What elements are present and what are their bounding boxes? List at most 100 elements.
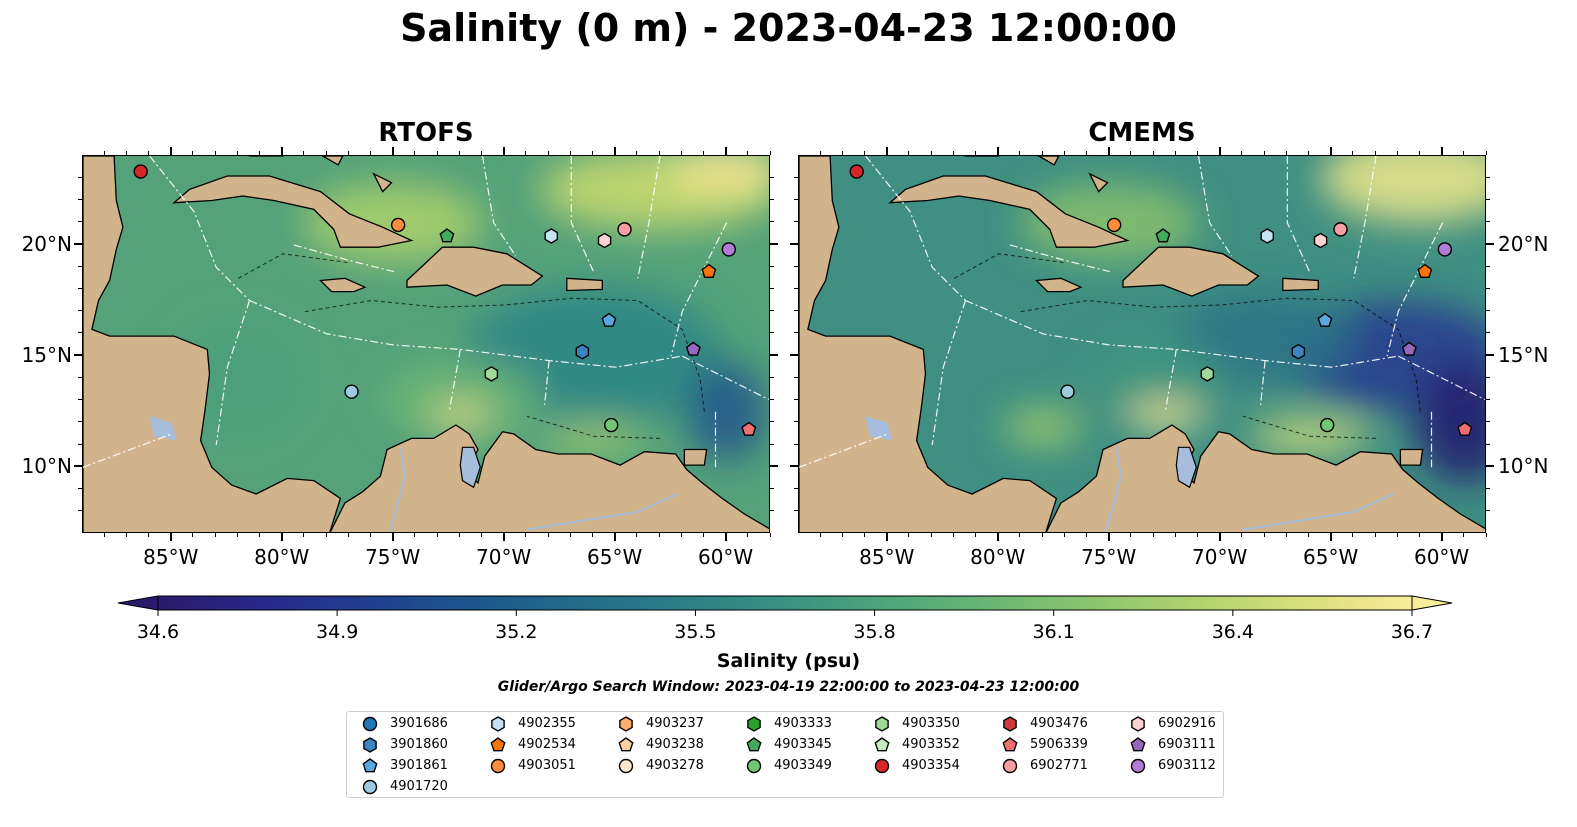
lon-minor-tick (370, 533, 372, 537)
circle-marker-icon (618, 758, 634, 773)
lon-tick-mark-top (724, 147, 727, 155)
legend-label: 4902534 (518, 737, 576, 752)
float-marker-4902355 (1260, 228, 1274, 244)
float-marker-4902534 (1417, 263, 1433, 279)
pentagon-marker-icon (746, 736, 762, 751)
lat-minor-tick-right (770, 198, 774, 200)
lon-minor-tick-top (303, 151, 305, 155)
lon-minor-tick-top (1041, 151, 1043, 155)
figure-title: Salinity (0 m) - 2023-04-23 12:00:00 (400, 6, 1177, 50)
legend-marker-4903051 (490, 758, 506, 773)
depth-contour (238, 253, 350, 279)
salinity-blob (666, 156, 769, 195)
float-marker-4902355 (544, 228, 558, 244)
lat-minor-tick (794, 310, 798, 312)
float-marker-4903354 (849, 164, 864, 179)
legend-label: 5906339 (1030, 737, 1088, 752)
legend-item: 4901720 (361, 776, 448, 797)
lon-minor-tick (1174, 533, 1176, 537)
colorbar-tick-label: 36.1 (1032, 621, 1075, 643)
land-south-america (329, 424, 769, 532)
lon-minor-tick-top (547, 151, 549, 155)
float-legend: 3901686 3901860 3901861 4901720 4902355 49025… (346, 711, 1224, 798)
lat-minor-tick (78, 421, 82, 423)
lon-minor-tick-top (148, 151, 150, 155)
float-marker-4903345 (1155, 228, 1171, 243)
hexagon-marker-icon (1003, 715, 1017, 732)
lon-minor-tick (1285, 533, 1287, 537)
lon-tick-label: 65°W (1303, 545, 1359, 569)
legend-label: 4903354 (902, 758, 960, 773)
float-marker-6903111 (685, 341, 701, 356)
land-jamaica (319, 277, 367, 293)
panel-title-cmems: CMEMS (1088, 118, 1196, 148)
lon-minor-tick (148, 533, 150, 537)
lon-tick-mark-top (280, 147, 283, 155)
salinity-blob (1320, 156, 1485, 224)
lat-minor-tick (78, 310, 82, 312)
lon-minor-tick-top (636, 151, 638, 155)
lat-tick-label-left: 20°N (21, 231, 72, 256)
lon-minor-tick (125, 533, 127, 537)
lon-tick-label: 70°W (1192, 545, 1248, 569)
boundary-line (965, 299, 1399, 368)
boundary-line (681, 355, 769, 401)
lat-tick-mark (790, 242, 798, 245)
river-magdalena (1104, 447, 1122, 532)
lon-minor-tick (103, 533, 105, 537)
lon-minor-tick-top (658, 151, 660, 155)
hexagon-marker-icon (747, 715, 761, 732)
legend-item: 4903333 (745, 713, 832, 734)
lon-minor-tick (1263, 533, 1265, 537)
colorbar-tick-label: 35.5 (674, 621, 717, 643)
legend-marker-3901686 (362, 716, 378, 731)
legend-label: 4903349 (774, 758, 832, 773)
boundary-line (544, 360, 550, 406)
lon-minor-tick (680, 533, 682, 537)
lon-tick-mark (1107, 533, 1110, 541)
lon-tick-mark-top (996, 147, 999, 155)
colorbar-body (157, 595, 1413, 611)
lon-minor-tick (658, 533, 660, 537)
lat-tick-mark-right (770, 354, 778, 357)
lon-minor-tick-top (1307, 151, 1309, 155)
boundary-line (293, 244, 394, 273)
lat-minor-tick-right (1486, 287, 1490, 289)
legend-item: 4903349 (745, 755, 832, 776)
float-marker-4901720 (344, 384, 359, 399)
lon-tick-mark-top (1329, 147, 1332, 155)
legend-marker-4901720 (362, 779, 378, 794)
boundary-line (1286, 156, 1311, 272)
lat-minor-tick (794, 421, 798, 423)
lon-minor-tick-top (214, 151, 216, 155)
legend-item: 4903238 (617, 734, 704, 755)
lon-minor-tick-top (192, 151, 194, 155)
lon-minor-tick-top (952, 151, 954, 155)
float-marker-4903349 (1320, 417, 1335, 433)
lon-minor-tick (347, 533, 349, 537)
lat-minor-tick-right (1486, 510, 1490, 512)
legend-label: 4903051 (518, 758, 576, 773)
float-marker-6902771 (617, 222, 632, 237)
lat-minor-tick (78, 376, 82, 378)
lon-minor-tick-top (414, 151, 416, 155)
map-panel-rtofs (82, 155, 770, 533)
colorbar-tick-label: 34.6 (136, 621, 180, 643)
lat-minor-tick-right (770, 265, 774, 267)
circle-marker-icon (1130, 758, 1146, 773)
legend-item: 6902916 (1129, 713, 1216, 734)
lat-tick-mark-right (1486, 242, 1494, 245)
salinity-blob (380, 360, 541, 441)
legend-item: 4902534 (489, 734, 576, 755)
lon-minor-tick-top (325, 151, 327, 155)
lon-minor-tick (769, 533, 771, 537)
lon-minor-tick-top (975, 151, 977, 155)
legend-marker-4903237 (619, 715, 633, 732)
legend-item: 3901860 (361, 734, 448, 755)
lon-minor-tick (303, 533, 305, 537)
lat-tick-label-right: 10°N (1498, 454, 1549, 479)
depth-contour (1242, 415, 1377, 439)
lon-minor-tick (1485, 533, 1487, 537)
lon-minor-tick (236, 533, 238, 537)
lon-minor-tick (747, 533, 749, 537)
